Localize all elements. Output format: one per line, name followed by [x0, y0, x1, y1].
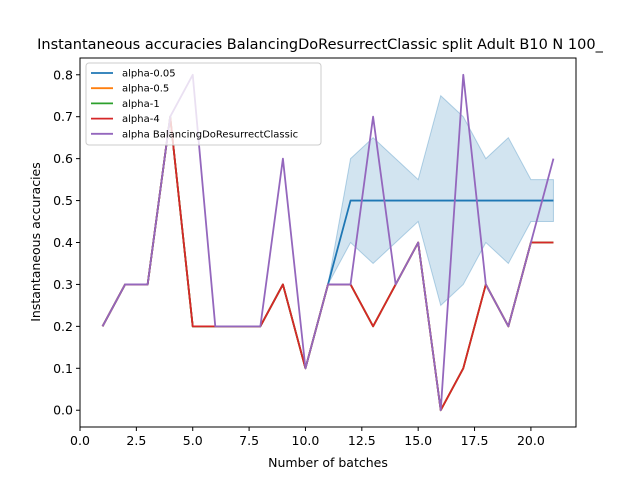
legend-entry: alpha-1 [122, 99, 160, 110]
legend-entry: alpha-0.5 [122, 84, 169, 95]
x-tick-label: 15.0 [404, 433, 432, 448]
x-tick-label: 5.0 [183, 433, 203, 448]
y-tick-label: 0.2 [53, 319, 73, 334]
y-axis: 0.0 0.1 0.2 0.3 0.4 0.5 0.6 0.7 0.8 [53, 67, 80, 418]
x-tick-label: 12.5 [348, 433, 376, 448]
legend-entry: alpha BalancingDoResurrectClassic [122, 129, 298, 140]
y-tick-label: 0.6 [53, 151, 73, 166]
legend-entry: alpha-0.05 [122, 69, 176, 80]
x-tick-label: 17.5 [461, 433, 489, 448]
legend: alpha-0.05 alpha-0.5 alpha-1 alpha-4 alpha B… [85, 62, 322, 146]
legend-entry: alpha-4 [122, 114, 160, 125]
y-tick-label: 0.0 [53, 403, 73, 418]
x-axis-label: Number of batches [268, 455, 388, 470]
y-axis-label: Instantaneous accuracies [28, 162, 43, 322]
y-tick-label: 0.4 [53, 235, 73, 250]
y-tick-label: 0.3 [53, 277, 73, 292]
chart-title: Instantaneous accuracies BalancingDoResu… [37, 37, 603, 53]
y-tick-label: 0.8 [53, 67, 73, 82]
y-tick-label: 0.5 [53, 193, 73, 208]
x-tick-label: 7.5 [239, 433, 259, 448]
x-tick-label: 0.0 [70, 433, 90, 448]
legend-frame [85, 62, 322, 146]
x-axis: 0.0 2.5 5.0 7.5 10.0 12.5 15.0 17.5 20.0 [70, 427, 545, 448]
y-tick-label: 0.1 [53, 361, 73, 376]
x-tick-label: 20.0 [517, 433, 545, 448]
y-tick-label: 0.7 [53, 109, 73, 124]
x-tick-label: 2.5 [126, 433, 146, 448]
plot-area [101, 73, 555, 412]
x-tick-label: 10.0 [292, 433, 320, 448]
